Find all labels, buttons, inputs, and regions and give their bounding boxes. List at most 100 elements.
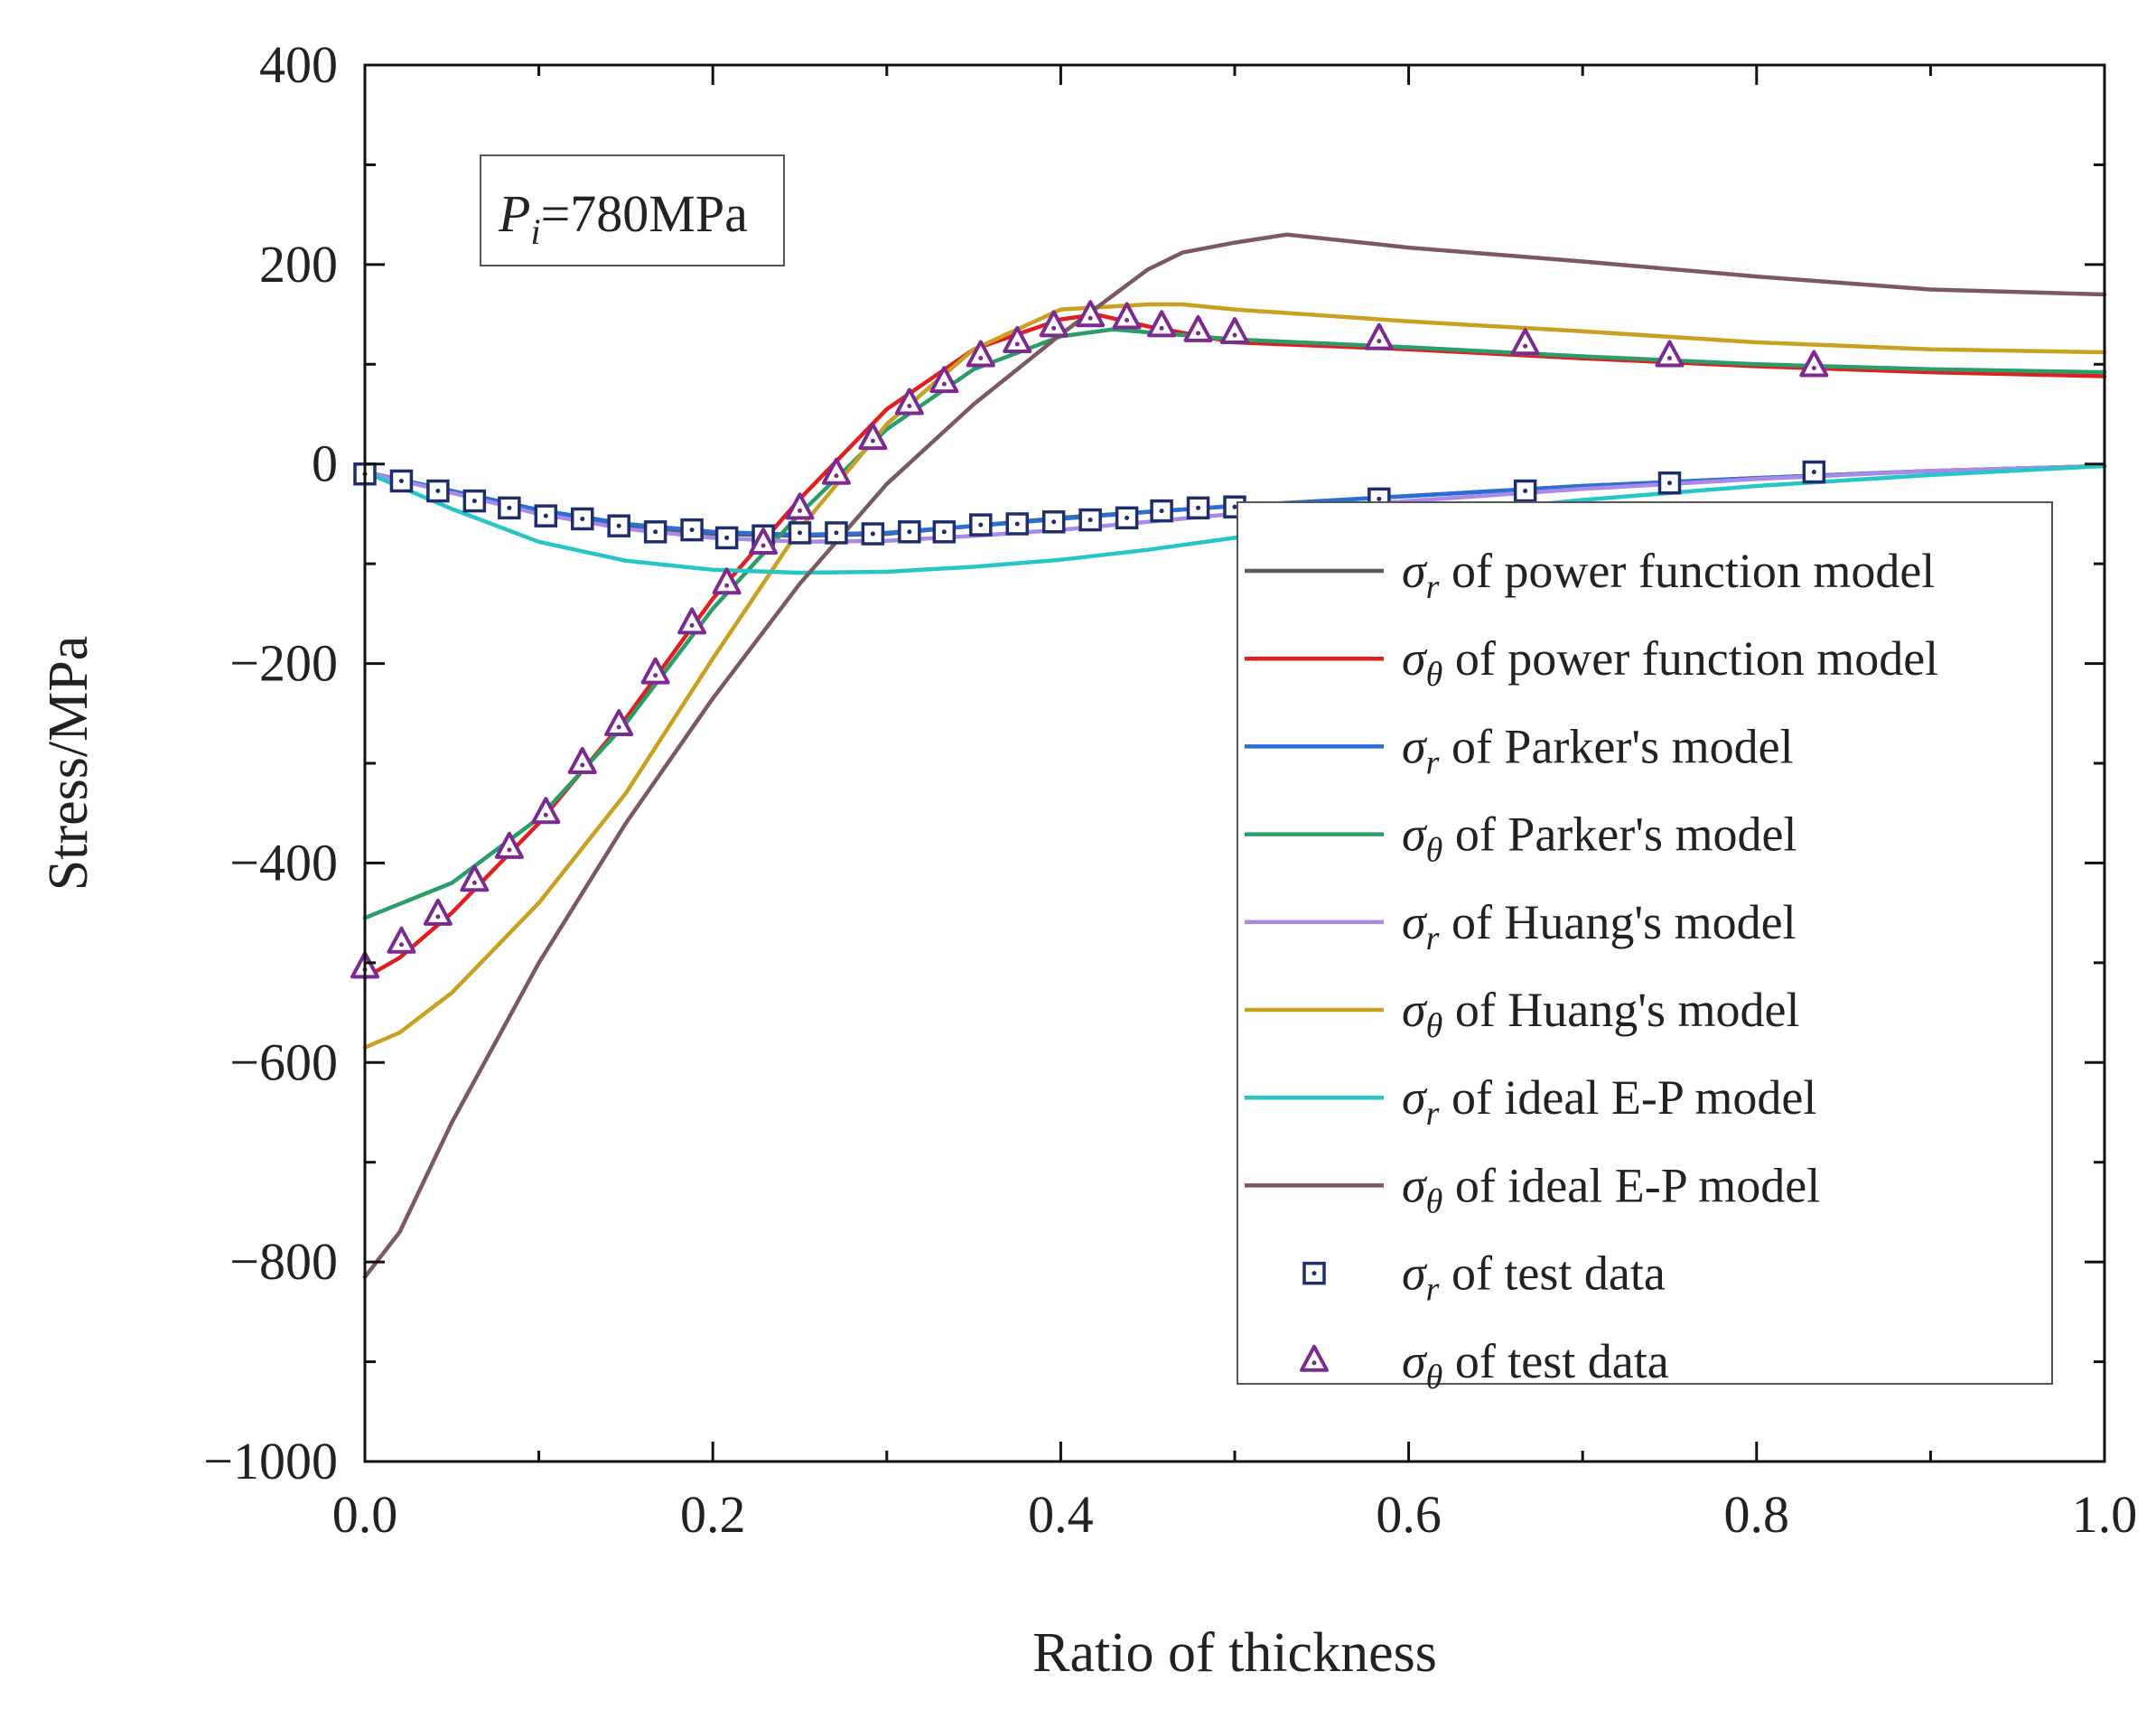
legend-item: σr of power function model bbox=[1245, 544, 1935, 606]
square-point bbox=[1078, 508, 1102, 532]
triangle-point bbox=[423, 898, 453, 926]
legend-item: σθ of Huang's model bbox=[1245, 983, 1799, 1045]
triangle-point bbox=[1799, 350, 1829, 378]
y-tick-label: 400 bbox=[259, 35, 338, 94]
x-tick-label: 0.2 bbox=[680, 1485, 746, 1544]
y-tick-label: 0 bbox=[312, 434, 338, 493]
square-point bbox=[498, 496, 521, 520]
square-point bbox=[389, 469, 414, 493]
legend-box bbox=[1237, 501, 2053, 1385]
triangle-point bbox=[1147, 310, 1177, 338]
square-point bbox=[825, 521, 848, 545]
square-point bbox=[534, 504, 558, 528]
triangle-point bbox=[1220, 317, 1249, 345]
square-point bbox=[1657, 471, 1682, 495]
legend-label: σθ of ideal E-P model bbox=[1402, 1158, 1820, 1220]
square-point bbox=[1513, 479, 1537, 503]
legend-item: σθ of test data bbox=[1300, 1334, 1669, 1396]
pressure-annotation: Pi=780MPa bbox=[480, 154, 785, 266]
square-point bbox=[1150, 499, 1173, 523]
x-tick-label: 1.0 bbox=[2072, 1485, 2138, 1544]
x-tick-label: 0.6 bbox=[1376, 1485, 1442, 1544]
y-tick-label: 200 bbox=[259, 235, 338, 294]
y-tick-label: −800 bbox=[229, 1232, 338, 1291]
triangle-point bbox=[1076, 300, 1106, 328]
square-point bbox=[932, 520, 957, 544]
triangle-point bbox=[494, 831, 524, 859]
legend-label: σr of power function model bbox=[1402, 544, 1935, 606]
triangle-point bbox=[821, 457, 851, 485]
y-tick-label: −600 bbox=[229, 1032, 338, 1091]
triangle-point bbox=[387, 926, 416, 954]
square-point bbox=[861, 522, 885, 546]
legend-item: σθ of power function model bbox=[1245, 631, 1938, 694]
triangle-point bbox=[749, 528, 779, 556]
square-point bbox=[898, 520, 921, 544]
legend-label: σθ of test data bbox=[1402, 1334, 1669, 1396]
square-point bbox=[1115, 506, 1139, 530]
triangle-point bbox=[1112, 302, 1142, 330]
legend-item: σθ of Parker's model bbox=[1245, 808, 1797, 870]
square-point bbox=[1041, 510, 1066, 534]
x-tick-label: 0.4 bbox=[1028, 1485, 1094, 1544]
legend-label: σr of Huang's model bbox=[1402, 895, 1797, 957]
triangle-point bbox=[929, 366, 959, 394]
triangle-point bbox=[567, 747, 597, 774]
legend-label: σr of test data bbox=[1402, 1247, 1666, 1309]
x-tick-label: 0.8 bbox=[1724, 1485, 1790, 1544]
legend-item: σr of test data bbox=[1302, 1247, 1666, 1309]
triangle-point bbox=[712, 567, 742, 595]
ticks-layer: 0.0 0.2 0.4 0.6 0.8 1.0 −1000 −800 −600 −400 −200 0… bbox=[203, 35, 2137, 1544]
square-point bbox=[607, 514, 630, 537]
triangle-point bbox=[531, 797, 561, 825]
square-point bbox=[788, 521, 812, 545]
legend-item: σr of Parker's model bbox=[1245, 719, 1794, 781]
triangle-point bbox=[966, 340, 995, 368]
triangle-point bbox=[1510, 328, 1540, 356]
square-point bbox=[1005, 512, 1029, 536]
legend-label: σθ of power function model bbox=[1402, 631, 1938, 694]
annotation-label: Pi=780MPa bbox=[498, 184, 748, 252]
triangle-point bbox=[604, 709, 634, 737]
legend-item: σr of ideal E-P model bbox=[1245, 1070, 1816, 1133]
square-point bbox=[1186, 496, 1210, 520]
triangle-point bbox=[1183, 314, 1213, 342]
triangle-point bbox=[1039, 310, 1069, 338]
square-point bbox=[571, 507, 594, 531]
legend-label: σr of Parker's model bbox=[1402, 719, 1794, 781]
square-point bbox=[714, 526, 739, 550]
y-tick-label: −400 bbox=[229, 833, 338, 892]
triangle-point bbox=[1003, 325, 1032, 353]
y-axis-title: Stress/MPa bbox=[38, 636, 99, 891]
square-point bbox=[462, 489, 487, 513]
triangle-point bbox=[640, 657, 670, 685]
square-point bbox=[426, 479, 450, 503]
y-tick-label: −1000 bbox=[203, 1432, 338, 1490]
legend-label: σθ of Parker's model bbox=[1402, 808, 1797, 870]
square-point bbox=[643, 520, 667, 544]
y-tick-label: −200 bbox=[229, 634, 338, 693]
square-point bbox=[1802, 460, 1826, 484]
triangle-point bbox=[1364, 322, 1394, 350]
triangle-point bbox=[460, 864, 490, 892]
annotation-symbol: P bbox=[498, 184, 530, 243]
triangle-point bbox=[894, 388, 924, 416]
legend-label: σr of ideal E-P model bbox=[1402, 1070, 1816, 1133]
annotation-subscript: i bbox=[530, 211, 540, 252]
triangle-point bbox=[1655, 340, 1685, 368]
legend: σr of power function model σθ of power fu… bbox=[1237, 501, 2053, 1396]
x-axis-title: Ratio of thickness bbox=[1032, 1622, 1437, 1684]
legend-item: σr of Huang's model bbox=[1245, 895, 1797, 957]
triangle-point bbox=[785, 492, 815, 520]
series-layer bbox=[350, 232, 2107, 1279]
square-point bbox=[680, 518, 704, 542]
triangle-point bbox=[677, 607, 707, 635]
x-tick-label: 0.0 bbox=[332, 1485, 398, 1544]
legend-label: σθ of Huang's model bbox=[1402, 983, 1799, 1045]
annotation-box bbox=[480, 154, 785, 266]
triangle-point bbox=[858, 423, 888, 451]
legend-item: σθ of ideal E-P model bbox=[1245, 1158, 1820, 1220]
legend-swatch bbox=[1300, 1344, 1329, 1372]
square-point bbox=[969, 513, 993, 537]
